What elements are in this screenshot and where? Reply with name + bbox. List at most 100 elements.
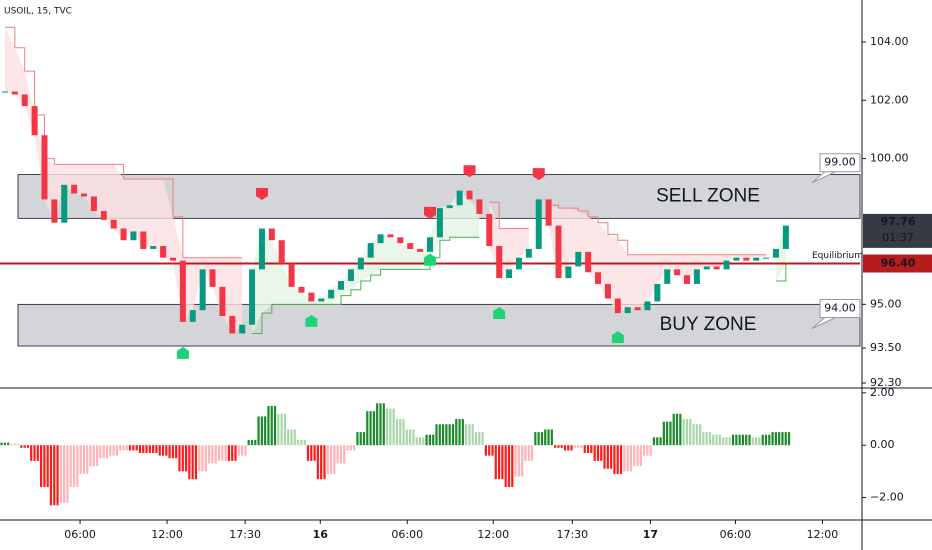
histogram-bar [425, 434, 428, 446]
histogram-bar [600, 445, 603, 461]
histogram-bar [346, 445, 349, 451]
callout-box [819, 153, 861, 173]
candle [407, 243, 414, 249]
histogram-bar [402, 419, 405, 446]
candle [140, 231, 147, 249]
histogram-bar [652, 437, 656, 446]
histogram-bar [16, 443, 20, 446]
candle [71, 184, 78, 194]
histogram-bar [142, 445, 145, 454]
histogram-bar [481, 432, 484, 446]
histogram-bar [432, 434, 435, 446]
histogram-bar [224, 445, 227, 461]
candle [278, 240, 285, 264]
histogram-bar [422, 437, 425, 446]
callout-box [819, 298, 861, 318]
candle [397, 237, 404, 244]
histogram-bar [30, 445, 33, 461]
histogram-bar [610, 445, 613, 469]
histogram-bar [583, 445, 586, 454]
candle [110, 219, 117, 229]
histogram-bar [530, 445, 534, 461]
histogram-bar [567, 445, 570, 451]
histogram-bar [563, 445, 567, 451]
histogram-bar [339, 445, 343, 464]
histogram-bar [570, 445, 573, 451]
histogram-bar [227, 445, 230, 461]
candle [41, 135, 48, 200]
candle [120, 228, 127, 241]
histogram-bar [623, 445, 626, 472]
candle [614, 298, 621, 314]
histogram-bar [119, 445, 122, 451]
histogram-bar [662, 421, 665, 446]
histogram-bar [712, 434, 715, 446]
candle [733, 257, 740, 261]
countdown: 01:37 [882, 231, 914, 244]
candle [782, 225, 789, 249]
histogram-bar [593, 445, 596, 461]
histogram-bar [731, 434, 735, 446]
zone-label: BUY ZONE [660, 314, 757, 335]
candle [476, 199, 483, 214]
candle [703, 266, 710, 270]
candle [644, 301, 651, 311]
histogram-bar [560, 445, 563, 448]
histogram-bar [784, 432, 787, 446]
zone [17, 303, 861, 347]
histogram-bar [49, 445, 53, 506]
trailing-stop [4, 26, 767, 259]
histogram-bar [715, 434, 718, 446]
histogram-bar [168, 445, 171, 459]
histogram-bar [451, 424, 455, 446]
histogram-bar [306, 445, 310, 461]
candle [466, 190, 473, 200]
histogram-bar [507, 445, 511, 488]
histogram-bar [646, 445, 649, 456]
histogram-bar [758, 437, 761, 446]
histogram-bar [20, 445, 23, 448]
candle [753, 257, 760, 261]
candle [51, 199, 58, 223]
histogram-bar [329, 445, 333, 474]
candle [160, 246, 167, 258]
histogram-bar [656, 437, 659, 446]
histogram-bar [488, 445, 491, 456]
histogram-bar [787, 432, 791, 446]
histogram-bar [778, 432, 781, 446]
histogram-bar [471, 424, 474, 446]
histogram-bar [666, 421, 669, 446]
candle [417, 248, 424, 252]
candle [219, 286, 226, 316]
buy-signal [176, 346, 189, 359]
histogram-bar [369, 411, 372, 446]
histogram-bar [521, 445, 524, 477]
histogram-bar [273, 405, 277, 446]
histogram-bar [264, 416, 267, 446]
histogram-bar [92, 445, 95, 467]
candle [31, 106, 38, 136]
histogram-bar [689, 419, 692, 446]
histogram-bar [534, 432, 537, 446]
histogram-bar [497, 445, 501, 480]
candle [100, 211, 107, 220]
histogram-bar [461, 419, 464, 446]
histogram-bar [537, 432, 540, 446]
candle [328, 289, 335, 299]
equilibrium-label: Equilibrium [812, 251, 863, 261]
histogram-bar [72, 445, 76, 488]
histogram-bar [557, 445, 560, 448]
histogram-bar [96, 445, 99, 467]
histogram-bar [26, 445, 30, 448]
histogram-bar [155, 445, 158, 454]
histogram-bar [501, 445, 504, 480]
candle [357, 257, 364, 270]
x-tick-label: 06:00 [720, 528, 752, 541]
candle [61, 184, 68, 223]
candle [575, 251, 582, 267]
histogram-bar [544, 429, 547, 446]
histogram-bar [76, 445, 79, 488]
histogram-bar [296, 439, 300, 446]
histogram-bar [478, 432, 481, 446]
